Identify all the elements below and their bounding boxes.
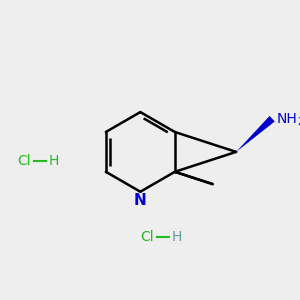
Text: NH: NH [277,112,298,126]
Polygon shape [236,116,275,152]
Text: H: H [172,230,182,244]
Text: 2: 2 [297,117,300,127]
Text: Cl: Cl [140,230,154,244]
Text: H: H [48,154,59,168]
Text: N: N [134,193,147,208]
Text: Cl: Cl [17,154,31,168]
